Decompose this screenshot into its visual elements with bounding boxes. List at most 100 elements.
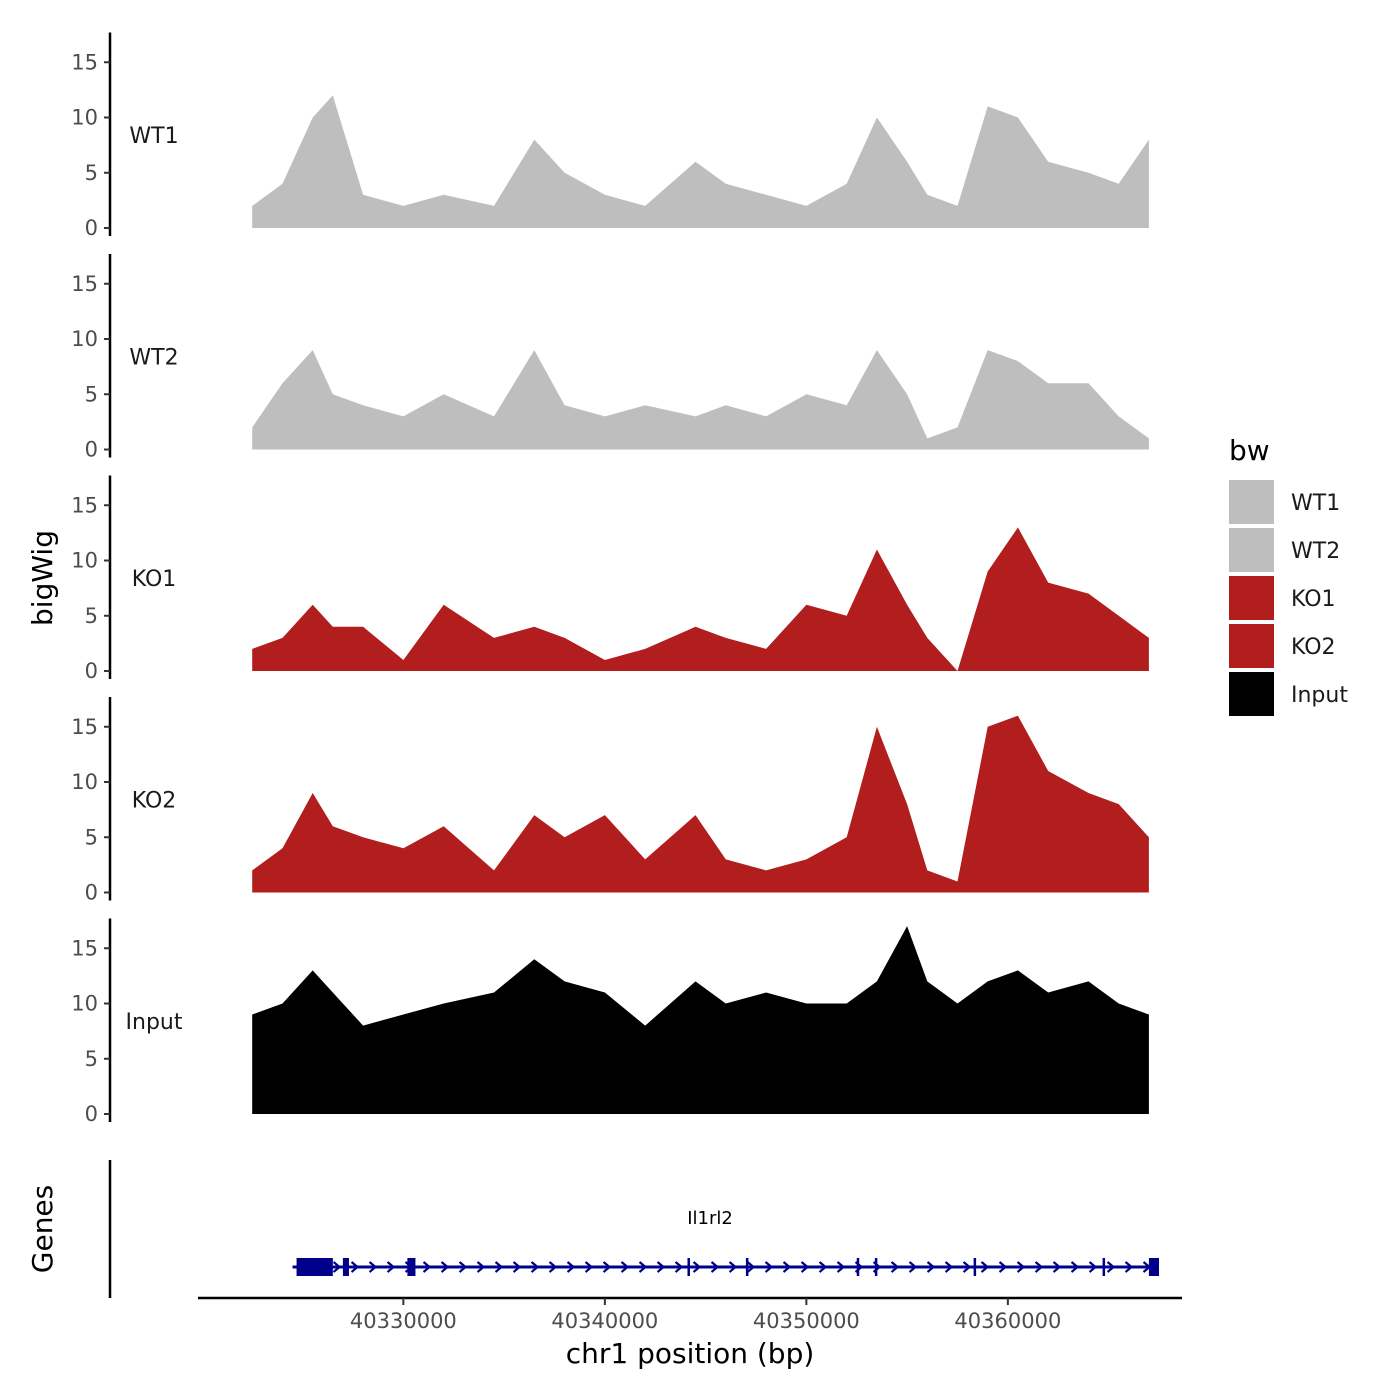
gene-name-label: Il1rl2: [687, 1208, 733, 1229]
y-tick-label: 10: [71, 992, 98, 1016]
strand-arrow: [386, 1261, 396, 1273]
strand-arrow: [764, 1261, 774, 1273]
gene-exon: [1102, 1258, 1106, 1276]
strand-arrow: [890, 1261, 900, 1273]
gene-track-title: Genes: [26, 1185, 59, 1273]
strand-arrow: [332, 1261, 342, 1273]
legend-key-wt1: [1229, 480, 1274, 524]
strand-arrow: [494, 1261, 504, 1273]
legend-label-wt2: WT2: [1291, 539, 1340, 564]
strand-arrow: [350, 1261, 360, 1273]
strand-arrow: [1052, 1261, 1062, 1273]
strand-arrow: [422, 1261, 432, 1273]
legend-items: WT1 WT2 KO1 KO2 Input: [1229, 480, 1348, 716]
strand-arrow: [1106, 1261, 1116, 1273]
gene-exon: [973, 1258, 977, 1276]
strand-arrow: [620, 1261, 630, 1273]
strand-arrow: [926, 1261, 936, 1273]
y-tick-label: 0: [85, 438, 98, 462]
y-tick-label: 10: [71, 327, 98, 351]
gene-exon: [1148, 1258, 1159, 1276]
y-tick-label: 15: [71, 272, 98, 296]
strand-arrow: [800, 1261, 810, 1273]
strand-arrow: [836, 1261, 846, 1273]
track-input: 0 5 10 15 Input: [71, 918, 1149, 1126]
strand-arrow: [980, 1261, 990, 1273]
gene-exon: [342, 1258, 349, 1276]
strand-arrow: [368, 1261, 378, 1273]
strand-arrow: [584, 1261, 594, 1273]
strand-arrow: [818, 1261, 828, 1273]
strand-arrow: [548, 1261, 558, 1273]
x-tick-label: 40340000: [551, 1309, 658, 1333]
strand-arrow: [710, 1261, 720, 1273]
strand-arrow: [728, 1261, 738, 1273]
y-axis-title: bigWig: [26, 530, 59, 626]
y-tick-label: 5: [85, 1047, 98, 1071]
track-label: KO2: [132, 789, 177, 814]
legend-key-wt2: [1229, 528, 1274, 572]
area-wt2: [252, 350, 1149, 450]
legend: bw WT1 WT2 KO1 KO2 Input: [1229, 434, 1348, 716]
strand-arrow: [692, 1261, 702, 1273]
y-tick-label: 10: [71, 549, 98, 573]
y-tick-label: 5: [85, 604, 98, 628]
y-tick-label: 10: [71, 770, 98, 794]
strand-arrow: [1070, 1261, 1080, 1273]
x-tick-label: 40360000: [954, 1309, 1061, 1333]
x-axis: 40330000 40340000 40350000 40360000 chr1 po…: [198, 1296, 1182, 1370]
strand-arrow: [908, 1261, 918, 1273]
gene-exon: [687, 1258, 690, 1276]
y-tick-label: 15: [71, 936, 98, 960]
x-axis-ticks: 40330000 40340000 40350000 40360000: [350, 1298, 1061, 1333]
track-ko1: 0 5 10 15 KO1: [71, 475, 1149, 683]
track-label: WT1: [129, 124, 178, 149]
legend-key-ko2: [1229, 624, 1274, 668]
x-axis-title: chr1 position (bp): [566, 1337, 815, 1370]
track-label: KO1: [132, 567, 177, 592]
area-wt1: [252, 95, 1149, 229]
strand-arrow: [602, 1261, 612, 1273]
area-ko2: [252, 715, 1149, 893]
strand-arrow: [1034, 1261, 1044, 1273]
y-tick-label: 0: [85, 1102, 98, 1126]
gene-track-panel: Genes Il1rl2: [26, 1160, 1159, 1298]
strand-arrow: [440, 1261, 450, 1273]
gene-exon: [407, 1258, 416, 1276]
y-tick-label: 15: [71, 50, 98, 74]
gene-exon: [745, 1258, 749, 1276]
y-tick-label: 15: [71, 715, 98, 739]
gene-exon: [874, 1258, 878, 1276]
x-tick-label: 40350000: [753, 1309, 860, 1333]
strand-arrow: [656, 1261, 666, 1273]
strand-arrow: [944, 1261, 954, 1273]
track-wt2: 0 5 10 15 WT2: [71, 254, 1149, 462]
legend-label-ko2: KO2: [1291, 635, 1336, 660]
y-tick-label: 5: [85, 825, 98, 849]
gene-model: [292, 1258, 1159, 1276]
gene-exon: [296, 1258, 333, 1276]
signal-tracks: 0 5 10 15 WT1 0 5 10 15 WT2 0 5 10 15 KO1 0 5 10 15 KO2 0 5 10…: [71, 32, 1149, 1126]
area-ko1: [252, 527, 1149, 671]
strand-arrow: [1088, 1261, 1098, 1273]
strand-arrow: [638, 1261, 648, 1273]
track-wt1: 0 5 10 15 WT1: [71, 32, 1149, 240]
y-tick-label: 0: [85, 659, 98, 683]
legend-label-ko1: KO1: [1291, 587, 1336, 612]
strand-arrow: [998, 1261, 1008, 1273]
y-tick-label: 0: [85, 216, 98, 240]
strand-arrow: [962, 1261, 972, 1273]
legend-key-input: [1229, 672, 1274, 716]
strand-arrow: [512, 1261, 522, 1273]
legend-title: bw: [1229, 434, 1270, 467]
strand-arrow: [458, 1261, 468, 1273]
area-input: [252, 926, 1149, 1114]
strand-arrow: [746, 1261, 756, 1273]
legend-label-wt1: WT1: [1291, 491, 1340, 516]
track-label: Input: [126, 1010, 183, 1035]
track-label: WT2: [129, 346, 178, 371]
y-tick-label: 15: [71, 493, 98, 517]
track-ko2: 0 5 10 15 KO2: [71, 697, 1149, 905]
gene-exon: [856, 1258, 860, 1276]
